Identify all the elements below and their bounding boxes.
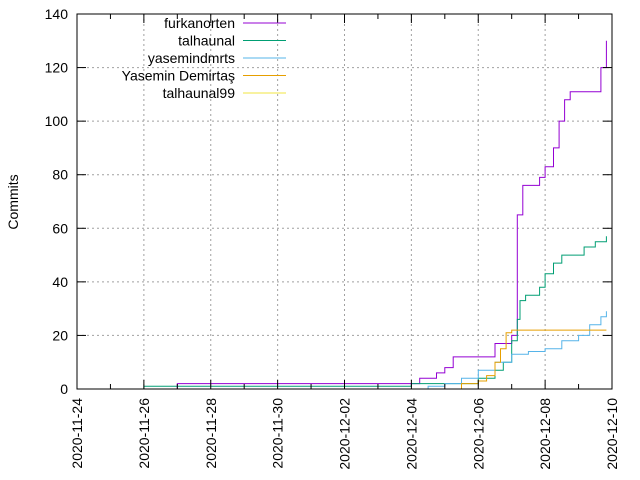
- x-tick-label: 2020-11-28: [203, 398, 219, 469]
- x-tick-label: 2020-12-08: [537, 398, 553, 470]
- series-line: [143, 311, 607, 390]
- legend-label: Yasemin Demirtaş: [122, 68, 235, 84]
- y-tick-label: 20: [52, 327, 68, 343]
- x-tick-label: 2020-11-26: [136, 398, 152, 469]
- y-tick-label: 100: [45, 113, 69, 129]
- legend-label: yasemindmrts: [148, 50, 235, 66]
- series-line: [176, 40, 607, 389]
- y-tick-label: 120: [45, 60, 69, 76]
- series-layer: [143, 40, 607, 390]
- y-tick-label: 40: [52, 274, 68, 290]
- y-tick-label: 60: [52, 220, 68, 236]
- y-tick-label: 140: [45, 6, 69, 22]
- x-tick-label: 2020-12-06: [470, 398, 486, 470]
- series-line: [143, 236, 607, 389]
- x-tick-label: 2020-11-24: [69, 398, 85, 469]
- legend-label: furkanorten: [164, 15, 235, 31]
- x-tick-label: 2020-12-10: [604, 398, 620, 470]
- axis-ticks: 0 20 40 60 80 100 120 140 2020-11-24 2020-11-26 20…: [45, 6, 620, 470]
- x-tick-label: 2020-12-04: [403, 398, 419, 470]
- legend-label: talhaunal99: [163, 85, 236, 101]
- y-tick-label: 0: [60, 381, 68, 397]
- y-axis-label: Commits: [5, 174, 21, 229]
- gridlines: [76, 14, 613, 389]
- y-tick-label: 80: [52, 167, 68, 183]
- series-line: [428, 329, 607, 390]
- x-tick-label: 2020-12-02: [337, 398, 353, 470]
- x-tick-label: 2020-11-30: [270, 398, 286, 469]
- legend-label: talhaunal: [178, 33, 235, 49]
